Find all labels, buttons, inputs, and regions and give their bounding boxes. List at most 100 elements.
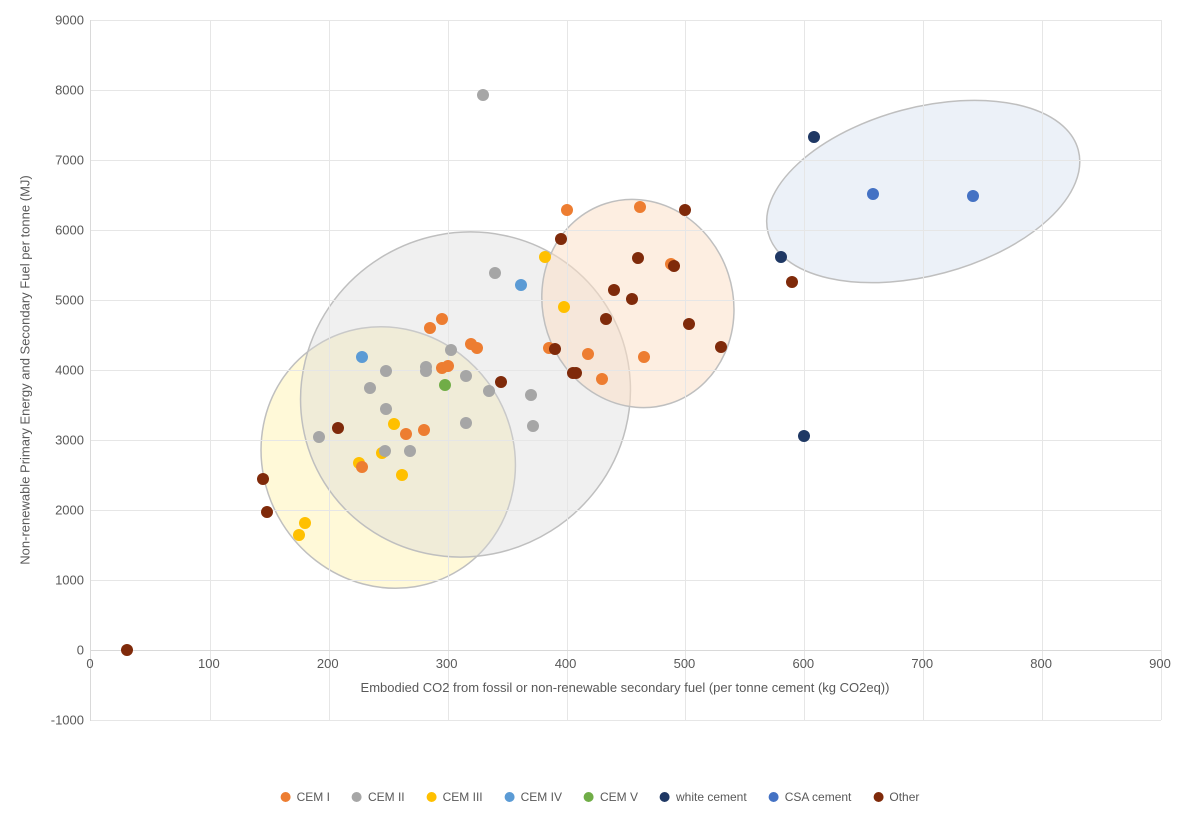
legend-item-cem2: CEM II [352,790,405,804]
gridline-h [91,160,1161,161]
y-tick-label: 8000 [55,83,90,98]
x-tick-label: 400 [555,656,577,671]
data-point [600,313,612,325]
gridline-h [91,510,1161,511]
legend-item-cem5: CEM V [584,790,638,804]
x-tick-label: 700 [911,656,933,671]
y-tick-label: 7000 [55,153,90,168]
data-point [356,461,368,473]
gridline-h [91,440,1161,441]
data-point [420,365,432,377]
data-point [582,348,594,360]
data-point [436,313,448,325]
data-point [460,417,472,429]
data-point [471,342,483,354]
gridline-h [91,230,1161,231]
data-point [561,204,573,216]
gridline-h [91,720,1161,721]
legend-item-cem1: CEM I [281,790,330,804]
data-point [380,365,392,377]
y-tick-label: 0 [77,643,90,658]
legend-marker [505,792,515,802]
data-point [424,322,436,334]
data-point [715,341,727,353]
data-point [460,370,472,382]
data-point [638,351,650,363]
data-point [400,428,412,440]
legend-marker [584,792,594,802]
data-point [380,403,392,415]
data-point [798,430,810,442]
data-point [299,517,311,529]
legend-marker [281,792,291,802]
data-point [293,529,305,541]
legend-label: CEM V [600,790,638,804]
data-point [121,644,133,656]
legend-label: CEM IV [521,790,562,804]
legend-marker [427,792,437,802]
y-tick-label: 2000 [55,503,90,518]
data-point [257,473,269,485]
data-point [313,431,325,443]
y-axis-label: Non-renewable Primary Energy and Seconda… [18,175,33,564]
data-point [634,201,646,213]
y-tick-label: 4000 [55,363,90,378]
data-point [477,89,489,101]
legend: CEM I CEM II CEM III CEM IV CEM V white cemen… [281,790,920,804]
data-point [396,469,408,481]
data-point [558,301,570,313]
plot-area [90,20,1161,721]
gridline-v [1161,20,1162,720]
legend-label: CEM II [368,790,405,804]
data-point [525,389,537,401]
x-tick-label: 200 [317,656,339,671]
data-point [515,279,527,291]
data-point [596,373,608,385]
y-tick-label: -1000 [51,713,90,728]
data-point [261,506,273,518]
y-tick-label: 1000 [55,573,90,588]
data-point [967,190,979,202]
legend-marker [352,792,362,802]
data-point [527,420,539,432]
data-point [388,418,400,430]
data-point [549,343,561,355]
legend-label: CSA cement [785,790,852,804]
data-point [683,318,695,330]
data-point [867,188,879,200]
gridline-h [91,370,1161,371]
data-point [364,382,376,394]
x-axis-label: Embodied CO2 from fossil or non-renewabl… [361,680,890,695]
legend-item-white: white cement [660,790,747,804]
data-point [632,252,644,264]
data-point [626,293,638,305]
legend-label: CEM I [297,790,330,804]
data-point [495,376,507,388]
legend-marker [873,792,883,802]
data-point [539,251,551,263]
data-point [483,385,495,397]
data-point [418,424,430,436]
data-point [808,131,820,143]
data-point [570,367,582,379]
data-point [442,360,454,372]
data-point [379,445,391,457]
x-tick-label: 0 [86,656,93,671]
data-point [668,260,680,272]
legend-label: Other [889,790,919,804]
x-tick-label: 800 [1030,656,1052,671]
y-tick-label: 6000 [55,223,90,238]
data-point [775,251,787,263]
x-tick-label: 900 [1149,656,1171,671]
legend-item-cem3: CEM III [427,790,483,804]
data-point [679,204,691,216]
legend-label: CEM III [443,790,483,804]
legend-item-other: Other [873,790,919,804]
x-tick-label: 100 [198,656,220,671]
data-point [404,445,416,457]
x-axis-line [91,650,1161,651]
gridline-h [91,90,1161,91]
scatter-chart: 0100200300400500600700800900-10000100020… [0,0,1200,823]
x-tick-label: 300 [436,656,458,671]
data-point [489,267,501,279]
